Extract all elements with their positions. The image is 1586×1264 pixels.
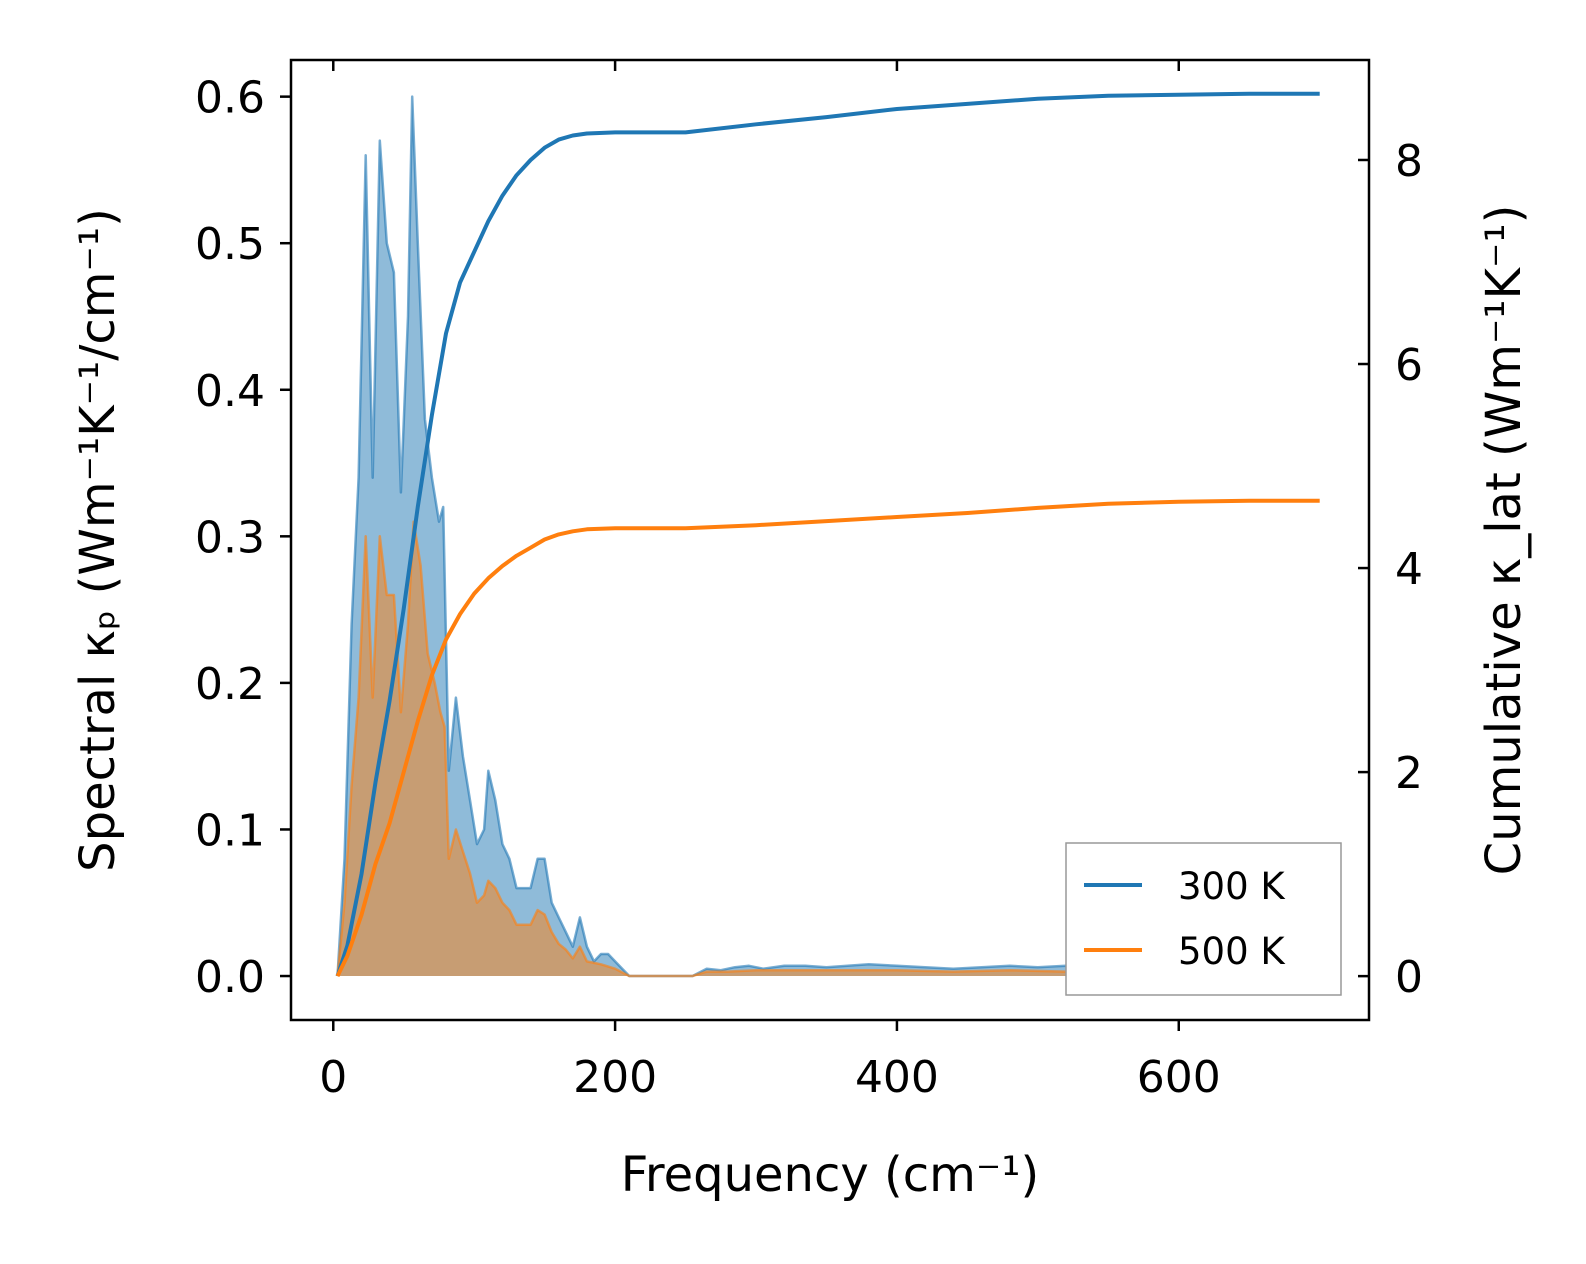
y-left-tick-label-0.3: 0.3 [195, 512, 265, 563]
plot-frame [289, 58, 1371, 1022]
y-axis-left-title: Spectral κₚ (Wm⁻¹K⁻¹/cm⁻¹) [70, 208, 126, 872]
y-left-tick-label-0.6: 0.6 [195, 73, 265, 124]
x-tick-label-0: 0 [319, 1052, 347, 1103]
x-tick-label-600: 600 [1137, 1052, 1221, 1103]
plot-area [335, 91, 1320, 978]
y-right-tick-label-0: 0 [1395, 952, 1423, 1003]
y-left-tick-label-0.5: 0.5 [195, 219, 265, 270]
y-axis-left: 0.0 0.1 0.2 0.3 0.4 0.5 0.6 [195, 73, 291, 1003]
cumulative-line-300-k [335, 91, 1320, 977]
y-axis-right: 0 2 4 6 8 [1358, 136, 1423, 1003]
y-right-tick-label-6: 6 [1395, 340, 1423, 391]
y-axis-right-title: Cumulative κ_lat (Wm⁻¹K⁻¹) [1476, 205, 1532, 876]
legend: 300 K 500 K [1065, 842, 1342, 996]
y-right-tick-label-2: 2 [1395, 748, 1423, 799]
y-right-tick-label-8: 8 [1395, 136, 1423, 187]
cumulative-line-500-k [335, 498, 1320, 977]
x-axis: 0 200 400 600 [319, 60, 1221, 1103]
legend-box [1065, 842, 1342, 996]
x-axis-title: Frequency (cm⁻¹) [621, 1147, 1039, 1203]
x-tick-label-400: 400 [855, 1052, 939, 1103]
legend-label-300k: 300 K [1178, 865, 1286, 908]
spectral-area-500-k [337, 521, 1320, 976]
y-right-tick-label-4: 4 [1395, 544, 1423, 595]
y-left-tick-label-0.1: 0.1 [195, 805, 265, 856]
y-left-tick-label-0.4: 0.4 [195, 366, 265, 417]
legend-label-500k: 500 K [1178, 930, 1286, 973]
y-left-tick-label-0.2: 0.2 [195, 659, 265, 710]
spectral-line-500-k [336, 520, 1320, 978]
y-left-tick-label-0: 0.0 [195, 952, 265, 1003]
x-tick-label-200: 200 [573, 1052, 657, 1103]
spectral-line-300-k [336, 95, 1320, 978]
